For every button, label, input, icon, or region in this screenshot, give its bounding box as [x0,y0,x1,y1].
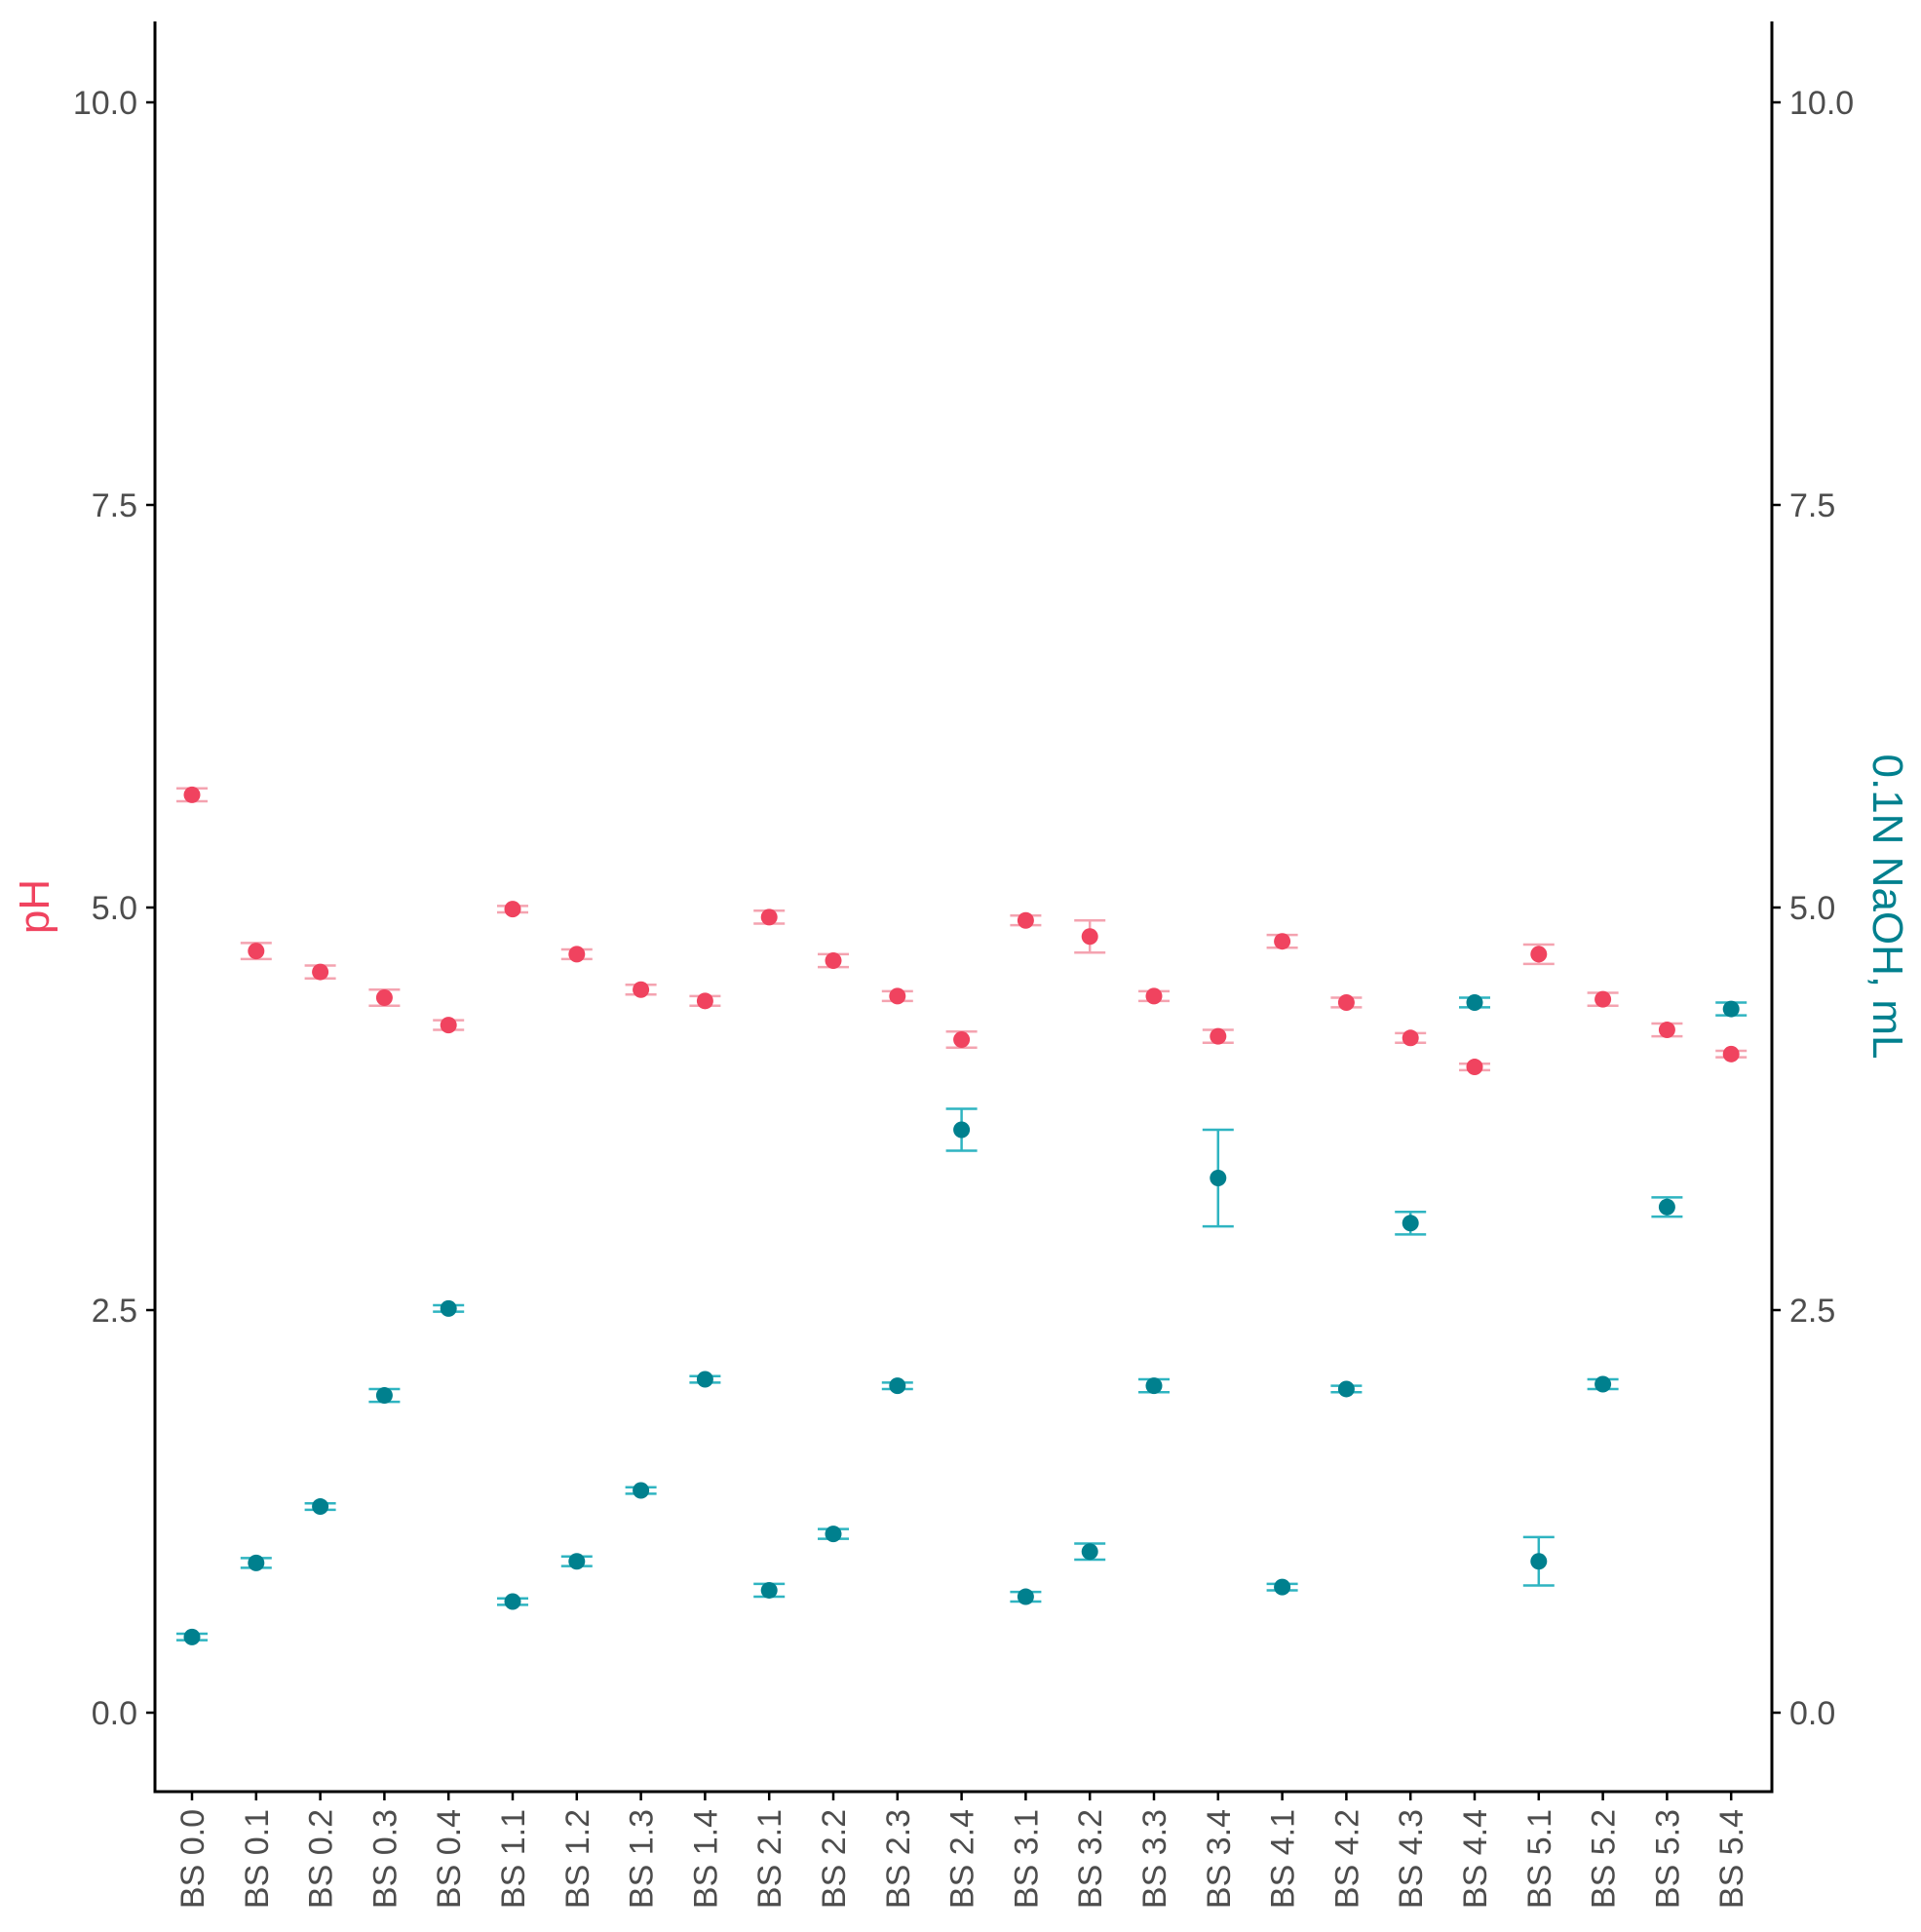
ph-point [953,1030,971,1048]
x-tick-label: BS 5.2 [1586,1809,1623,1909]
y-tick-label-left: 5.0 [92,890,137,927]
naoh-point [1274,1578,1291,1596]
y-tick-label-right: 10.0 [1789,85,1854,122]
axes [146,21,1781,1800]
x-tick-label: BS 4.2 [1328,1809,1365,1909]
x-tick-label: BS 3.3 [1136,1809,1173,1909]
naoh-point [1017,1588,1034,1605]
naoh-point [312,1498,329,1516]
x-tick-label: BS 1.4 [687,1809,724,1909]
naoh-point [1530,1553,1548,1570]
ph-point [1337,993,1355,1011]
naoh-point [1466,993,1483,1011]
x-tick-label: BS 4.1 [1265,1809,1302,1909]
x-tick-label: BS 4.3 [1393,1809,1430,1909]
naoh-point [248,1554,265,1571]
y-tick-label-left: 7.5 [92,487,137,524]
x-tick-label: BS 2.2 [816,1809,853,1909]
x-tick-label: BS 3.2 [1072,1809,1109,1909]
ph-point [1274,933,1291,950]
naoh-point [760,1581,778,1599]
x-tick-label: BS 1.1 [495,1809,532,1909]
x-tick-label: BS 0.4 [431,1809,468,1909]
x-tick-label: BS 3.4 [1201,1809,1238,1909]
naoh-point [889,1377,906,1395]
x-tick-labels: BS 0.0 BS 0.1 BS 0.2 BS 0.3 BS 0.4 BS 1.1 BS 1… [174,1809,1750,1909]
ph-point [760,908,778,926]
naoh-point [440,1299,457,1317]
ph-point [1081,928,1098,946]
y-tick-label-right: 5.0 [1789,890,1835,927]
y-axis-title-right: 0.1N NaOH, mL [1863,754,1911,1060]
naoh-point [183,1628,201,1645]
x-tick-label: BS 0.2 [303,1809,340,1909]
series-naoh [176,993,1748,1645]
naoh-point [504,1593,521,1610]
x-tick-label: BS 0.3 [366,1809,403,1909]
ph-point [248,943,265,960]
x-tick-label: BS 1.2 [559,1809,596,1909]
naoh-point [1081,1543,1098,1561]
ph-point [504,901,521,918]
ph-point [1145,987,1163,1005]
naoh-point [1145,1377,1163,1395]
y-tick-label-left: 0.0 [92,1695,137,1732]
ph-point [440,1017,457,1034]
x-tick-label: BS 1.3 [624,1809,661,1909]
x-tick-label: BS 5.1 [1521,1809,1558,1909]
naoh-point [696,1371,713,1388]
y-axis-title-left: pH [11,879,58,934]
naoh-point [1337,1380,1355,1398]
ph-point [1466,1059,1483,1076]
ph-point [312,963,329,981]
ph-point [889,987,906,1005]
ph-point [1017,911,1034,929]
ph-point [375,989,393,1007]
x-tick-label: BS 0.1 [239,1809,276,1909]
x-tick-label: BS 5.3 [1649,1809,1686,1909]
naoh-point [953,1121,971,1139]
ph-point [1210,1027,1227,1045]
x-tick-label: BS 4.4 [1457,1809,1494,1909]
y-tick-label-right: 0.0 [1789,1695,1835,1732]
x-tick-label: BS 0.0 [174,1809,211,1909]
naoh-point [825,1526,842,1543]
naoh-point [568,1553,586,1570]
y-tick-label-left: 10.0 [73,85,137,122]
x-tick-label: BS 3.1 [1008,1809,1045,1909]
left-y-tick-labels: 0.0 2.5 5.0 7.5 10.0 [73,85,137,1732]
y-tick-label-right: 7.5 [1789,487,1835,524]
ph-point [1594,990,1612,1008]
ph-point [1658,1022,1675,1039]
naoh-point [1658,1198,1675,1216]
right-y-tick-labels: 0.0 2.5 5.0 7.5 10.0 [1789,85,1854,1732]
x-tick-label: BS 2.4 [944,1809,981,1909]
ph-point [183,786,201,803]
naoh-point [1722,1000,1740,1018]
ph-point [1530,946,1548,963]
naoh-point [1210,1170,1227,1187]
ph-point [568,946,586,963]
x-tick-label: BS 2.3 [880,1809,917,1909]
series-ph [176,786,1748,1076]
ph-point [1722,1045,1740,1063]
naoh-point [1402,1215,1419,1232]
ph-point [633,981,650,998]
y-tick-label-left: 2.5 [92,1293,137,1330]
ph-point [696,992,713,1010]
x-tick-label: BS 5.4 [1713,1809,1750,1909]
x-tick-label: BS 2.1 [751,1809,788,1909]
naoh-point [633,1482,650,1499]
naoh-point [375,1387,393,1405]
ph-point [1402,1029,1419,1047]
naoh-point [1594,1375,1612,1393]
y-tick-label-right: 2.5 [1789,1293,1835,1330]
ph-point [825,952,842,970]
